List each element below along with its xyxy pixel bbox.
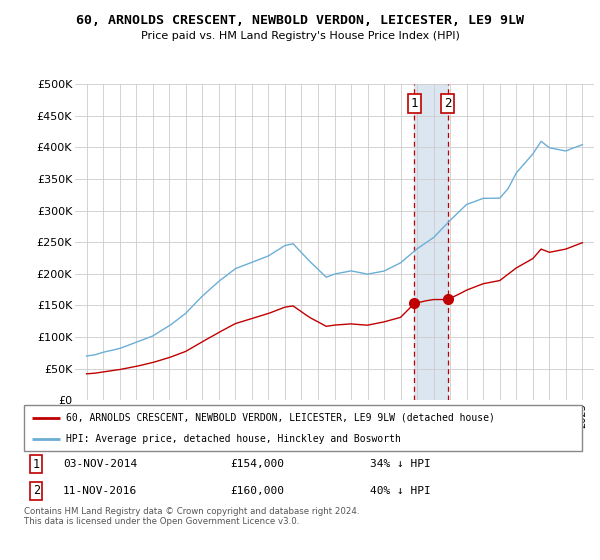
FancyBboxPatch shape xyxy=(24,405,582,451)
Text: 34% ↓ HPI: 34% ↓ HPI xyxy=(370,459,431,469)
Text: 2: 2 xyxy=(33,484,40,497)
Text: Price paid vs. HM Land Registry's House Price Index (HPI): Price paid vs. HM Land Registry's House … xyxy=(140,31,460,41)
Text: 2: 2 xyxy=(444,97,451,110)
Text: £160,000: £160,000 xyxy=(230,486,284,496)
Text: 60, ARNOLDS CRESCENT, NEWBOLD VERDON, LEICESTER, LE9 9LW: 60, ARNOLDS CRESCENT, NEWBOLD VERDON, LE… xyxy=(76,14,524,27)
Text: 11-NOV-2016: 11-NOV-2016 xyxy=(63,486,137,496)
Text: 1: 1 xyxy=(411,97,418,110)
Text: 40% ↓ HPI: 40% ↓ HPI xyxy=(370,486,431,496)
Bar xyxy=(415,84,448,400)
Text: 60, ARNOLDS CRESCENT, NEWBOLD VERDON, LEICESTER, LE9 9LW (detached house): 60, ARNOLDS CRESCENT, NEWBOLD VERDON, LE… xyxy=(66,413,495,423)
Text: HPI: Average price, detached house, Hinckley and Bosworth: HPI: Average price, detached house, Hinc… xyxy=(66,435,401,444)
Text: £154,000: £154,000 xyxy=(230,459,284,469)
Text: 1: 1 xyxy=(33,458,40,470)
Text: 03-NOV-2014: 03-NOV-2014 xyxy=(63,459,137,469)
Text: Contains HM Land Registry data © Crown copyright and database right 2024.
This d: Contains HM Land Registry data © Crown c… xyxy=(24,507,359,526)
